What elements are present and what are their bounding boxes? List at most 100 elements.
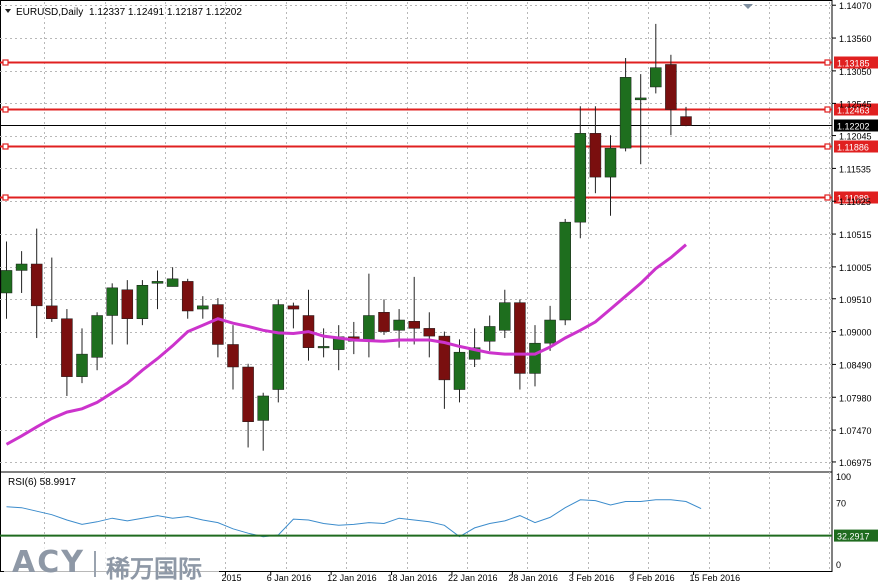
candle-body [181, 281, 194, 312]
candle-body [136, 284, 149, 319]
current-price-tag [834, 119, 878, 132]
candle [197, 296, 209, 319]
level-handle-left[interactable] [2, 143, 9, 150]
candle-body [272, 304, 285, 390]
candle [559, 218, 571, 326]
level-handle-right[interactable] [824, 143, 831, 150]
candle [317, 328, 330, 358]
candle [136, 280, 149, 326]
level-price-tag [834, 103, 878, 116]
candle [242, 363, 254, 448]
candle [589, 106, 602, 194]
candle [106, 283, 118, 345]
level-price-label: 1.12463 [837, 106, 870, 116]
candle [514, 299, 526, 390]
candle-body [453, 351, 466, 390]
support-resistance-lines[interactable]: 1.13185 1.12463 1.11886 1.11089 1.12202 [0, 56, 878, 204]
candle [529, 325, 541, 387]
date-label: 9 Feb 2016 [629, 573, 675, 583]
date-label: 6 Jan 2016 [267, 573, 312, 583]
candle [499, 289, 511, 339]
candle-body [15, 263, 28, 271]
level-handle-right[interactable] [824, 59, 831, 66]
scroll-marker-icon[interactable] [743, 4, 753, 9]
candle [272, 299, 285, 403]
level-price-tag [834, 140, 878, 153]
candle-body [106, 287, 118, 316]
level-price-label: 1.11886 [837, 143, 869, 153]
date-label: 15 Feb 2016 [690, 573, 741, 583]
candle-body [46, 305, 58, 319]
candle-body [438, 335, 451, 381]
level-handle-right[interactable] [824, 194, 831, 201]
candle-body [499, 302, 511, 331]
candle [181, 278, 194, 319]
price-tick-label: 1.07980 [839, 393, 872, 403]
collapse-triangle-icon[interactable] [5, 9, 11, 13]
candle-body [287, 305, 300, 310]
candle [604, 135, 617, 216]
candle [287, 302, 300, 329]
candle [378, 299, 390, 335]
candle [332, 325, 345, 371]
candle [468, 328, 481, 368]
rsi-level-label: 32.2917 [837, 532, 870, 542]
candle [423, 312, 436, 358]
moving-average-line [5, 243, 687, 446]
candle [650, 23, 662, 94]
candle-body [0, 270, 13, 294]
candle-body [665, 64, 677, 110]
price-tick-label: 1.12545 [839, 99, 872, 109]
date-label: 2015 [221, 573, 241, 583]
candle [76, 328, 88, 384]
candle-body [514, 302, 526, 374]
level-handle-left[interactable] [2, 59, 9, 66]
candlesticks [0, 23, 692, 451]
grid [0, 0, 833, 572]
candle-body [468, 347, 481, 360]
level-price-tag [834, 191, 878, 204]
price-tick-label: 1.10005 [839, 263, 872, 273]
candle [91, 312, 103, 371]
candle-body [197, 305, 209, 310]
level-handle-left[interactable] [2, 194, 9, 201]
candle [151, 270, 164, 310]
candle-body [393, 319, 405, 331]
candle-body [408, 321, 420, 329]
candle [212, 298, 224, 358]
candle-body [317, 346, 330, 349]
price-axis: 1.14070 1.13560 1.13050 1.12545 1.12045 1.115… [832, 1, 872, 468]
price-tick-label: 1.09000 [839, 328, 872, 338]
candle [619, 58, 632, 152]
candle-body [680, 116, 692, 126]
watermark-logo-text: ACY [12, 545, 85, 580]
candle [0, 241, 13, 319]
rsi-tick-label: 0 [836, 560, 841, 570]
level-handle-left[interactable] [2, 106, 9, 113]
candle [665, 54, 677, 136]
candle [574, 106, 587, 239]
candle-body [650, 67, 662, 88]
candle [634, 74, 647, 165]
level-handle-right[interactable] [824, 106, 831, 113]
candle-body [604, 147, 617, 178]
price-tick-label: 1.06975 [839, 458, 872, 468]
candle [483, 315, 496, 351]
price-tick-label: 1.07470 [839, 426, 872, 436]
candle [302, 289, 315, 361]
candle-body [121, 289, 134, 319]
header-ohlc: 1.12337 1.12491 1.12187 1.12202 [89, 7, 242, 18]
candle [227, 325, 239, 390]
candle-body [378, 312, 390, 332]
price-tick-label: 1.08490 [839, 360, 872, 370]
candle [680, 106, 692, 127]
candle-body [151, 281, 164, 284]
watermark-divider [94, 551, 96, 577]
candle [363, 273, 375, 358]
rsi-tick-label: 100 [836, 472, 851, 482]
candle [438, 331, 451, 409]
date-label: 22 Jan 2016 [448, 573, 498, 583]
acy-watermark-logo: ACY 稀万国际 [4, 545, 219, 583]
candle-body [257, 395, 269, 421]
candle-body [227, 344, 239, 368]
